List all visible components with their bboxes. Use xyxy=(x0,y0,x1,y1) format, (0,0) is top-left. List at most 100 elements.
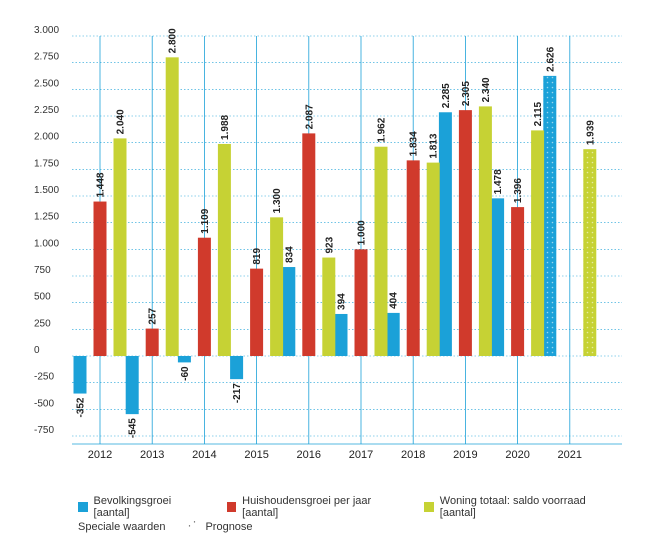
x-tick-label: 2016 xyxy=(297,449,321,461)
y-tick-label: 2.250 xyxy=(34,105,59,116)
legend-row-special: Speciale waarden Prognose xyxy=(78,514,638,537)
data-label: 2.285 xyxy=(441,83,452,108)
data-label: 1.396 xyxy=(513,178,524,203)
x-tick-label: 2021 xyxy=(558,449,582,461)
bar-woning-2017 xyxy=(374,146,388,356)
data-label: 257 xyxy=(148,307,159,324)
y-tick-label: -250 xyxy=(34,372,54,383)
data-label: 2.305 xyxy=(461,81,472,106)
bar-huishoudensgroei-2012 xyxy=(93,201,107,356)
bar-bevolkingsgroei-2015 xyxy=(230,356,244,380)
data-label: 2.800 xyxy=(168,28,179,53)
legend-item-speciale-waarden: Speciale waarden xyxy=(78,521,165,533)
y-tick-label: 2.500 xyxy=(34,78,59,89)
bar-woning-2018 xyxy=(426,162,440,356)
bar-woning-2012 xyxy=(113,138,127,356)
x-tick-label: 2012 xyxy=(88,449,112,461)
data-label: 2.040 xyxy=(116,109,127,134)
bar-bevolkingsgroei-2019 xyxy=(438,112,452,357)
bar-huishoudensgroei-2014 xyxy=(197,237,211,356)
bar-woning-2021 xyxy=(583,149,597,356)
bar-huishoudensgroei-2017 xyxy=(354,249,368,356)
x-tick-label: 2019 xyxy=(453,449,477,461)
data-label: 2.340 xyxy=(481,77,492,102)
data-label: -545 xyxy=(128,418,139,438)
bar-huishoudensgroei-2020 xyxy=(511,207,525,356)
data-label: 2.115 xyxy=(533,101,544,126)
x-tick-label: 2020 xyxy=(505,449,529,461)
x-tick-label: 2013 xyxy=(140,449,164,461)
data-label: 404 xyxy=(389,292,400,309)
bars xyxy=(73,57,597,415)
legend-swatch-huishoudensgroei xyxy=(226,502,237,512)
bar-huishoudensgroei-2015 xyxy=(250,268,264,356)
data-labels: -352 -545 -60 -217 834 394 404 2.285 1.478 2.626 1… xyxy=(76,28,597,438)
y-tick-label: 750 xyxy=(34,265,51,276)
data-label: -60 xyxy=(180,366,191,381)
bar-huishoudensgroei-2018 xyxy=(406,160,420,356)
bar-bevolkingsgroei-2013 xyxy=(125,356,139,415)
data-label: 1.000 xyxy=(357,220,368,245)
data-label: 1.478 xyxy=(493,169,504,194)
y-tick-label: 500 xyxy=(34,292,51,303)
bar-woning-2015 xyxy=(270,217,284,356)
y-tick-label: -750 xyxy=(34,425,54,436)
bar-huishoudensgroei-2013 xyxy=(145,328,159,356)
y-tick-label: 1.750 xyxy=(34,158,59,169)
data-label: 1.300 xyxy=(272,188,283,213)
bar-bevolkingsgroei-2020 xyxy=(491,198,505,356)
legend-swatch-bevolkingsgroei xyxy=(78,502,88,512)
legend-item-huishoudensgroei: Huishoudensgroei per jaar [aantal] xyxy=(226,495,403,519)
legend-label-woning-totaal: Woning totaal: saldo voorraad [aantal] xyxy=(439,495,586,519)
y-tick-label: -500 xyxy=(34,398,54,409)
data-label: 1.988 xyxy=(220,114,231,139)
data-label: 1.813 xyxy=(429,133,440,158)
bar-bevolkingsgroei-2021 xyxy=(543,75,557,356)
bar-bevolkingsgroei-2018 xyxy=(386,312,400,356)
legend-label-speciale-waarden: Speciale waarden xyxy=(78,521,166,533)
bar-bevolkingsgroei-2017 xyxy=(334,313,348,356)
data-label: 2.087 xyxy=(304,104,315,129)
legend-row-series: Bevolkingsgroei [aantal] Huishoudensgroe… xyxy=(78,495,638,519)
data-label: 1.939 xyxy=(585,120,596,145)
x-tick-label: 2014 xyxy=(192,449,216,461)
legend: Bevolkingsgroei [aantal] Huishoudensgroe… xyxy=(78,495,638,537)
bar-woning-2014 xyxy=(217,143,231,356)
legend-swatch-woning-totaal xyxy=(424,502,434,512)
y-tick-label: 1.250 xyxy=(34,212,59,223)
bar-bevolkingsgroei-2016 xyxy=(282,267,296,356)
legend-label-prognose: Prognose xyxy=(205,521,253,533)
legend-item-woning-totaal: Woning totaal: saldo voorraad [aantal] xyxy=(424,495,616,519)
axes: 3.000 2.750 2.500 2.250 2.000 1.750 1.500 1.250… xyxy=(34,25,622,461)
bar-woning-2013 xyxy=(165,57,179,356)
y-tick-label: 0 xyxy=(34,345,40,356)
data-label: 1.962 xyxy=(377,117,388,142)
y-tick-label: 2.750 xyxy=(34,52,59,63)
bar-bevolkingsgroei-2014 xyxy=(177,356,191,363)
y-tick-label: 1.500 xyxy=(34,185,59,196)
data-label: 394 xyxy=(337,293,348,310)
legend-item-bevolkingsgroei: Bevolkingsgroei [aantal] xyxy=(78,495,205,519)
legend-label-huishoudensgroei: Huishoudensgroei per jaar [aantal] xyxy=(242,495,372,519)
bar-huishoudensgroei-2016 xyxy=(302,133,316,356)
data-label: 923 xyxy=(324,236,335,253)
data-label: 834 xyxy=(284,246,295,263)
data-label: 2.626 xyxy=(545,46,556,71)
bar-bevolkingsgroei-2012 xyxy=(73,356,87,394)
bar-huishoudensgroei-2019 xyxy=(458,110,472,356)
data-label: 1.834 xyxy=(409,131,420,156)
y-tick-label: 3.000 xyxy=(34,25,59,36)
bar-woning-2016 xyxy=(322,257,336,356)
data-label: 819 xyxy=(252,248,263,265)
legend-item-prognose: Prognose xyxy=(187,514,253,533)
data-label: -217 xyxy=(232,383,243,403)
prognose-dots-icon xyxy=(187,514,199,532)
legend-label-bevolkingsgroei: Bevolkingsgroei [aantal] xyxy=(93,495,172,519)
data-label: -352 xyxy=(76,397,87,417)
x-tick-label: 2018 xyxy=(401,449,425,461)
bar-woning-2020 xyxy=(531,130,545,356)
data-label: 1.109 xyxy=(200,208,211,233)
y-tick-label: 250 xyxy=(34,318,51,329)
